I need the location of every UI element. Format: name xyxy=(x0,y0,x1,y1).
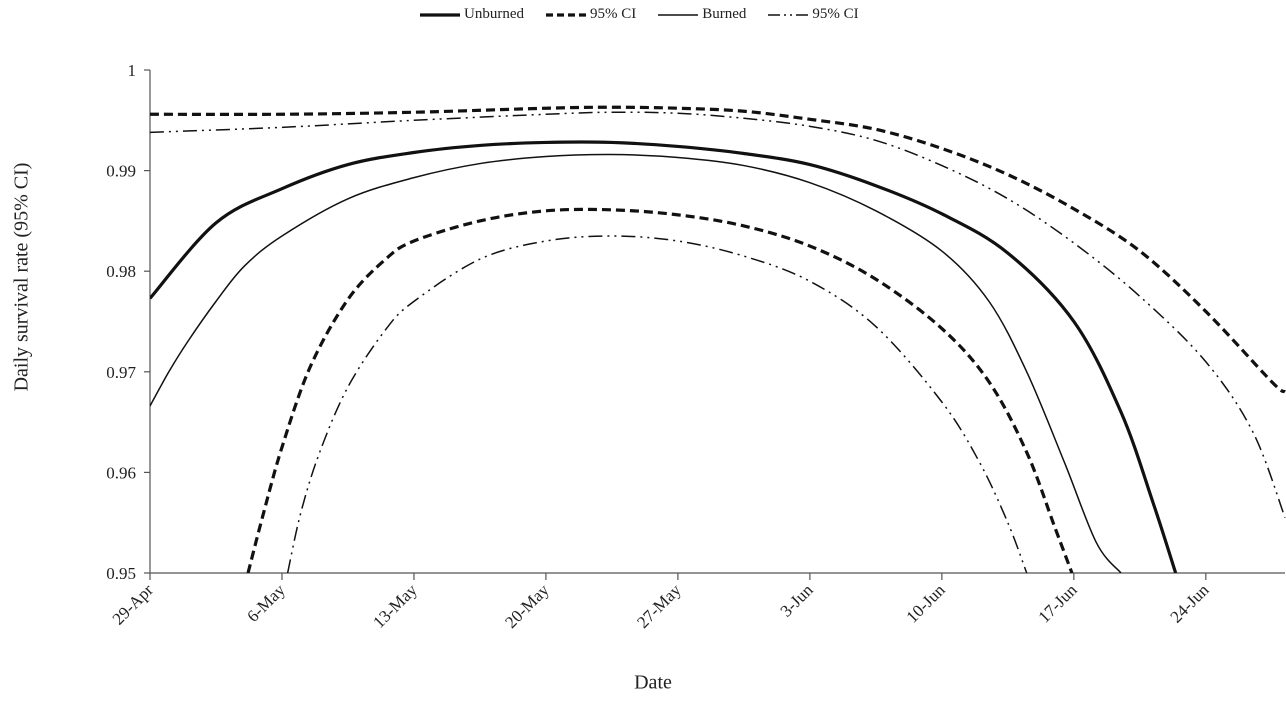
series-line-thick-dashed-1 xyxy=(150,105,1286,394)
legend-item-unburned: Unburned xyxy=(420,6,524,23)
y-tick-label: 0.95 xyxy=(106,564,136,583)
legend-item-ci-burned: 95% CI xyxy=(768,6,859,23)
y-axis-title: Daily survival rate (95% CI) xyxy=(10,162,33,392)
legend-label: 95% CI xyxy=(590,6,637,22)
x-tick-label: 10-Jun xyxy=(903,580,950,627)
x-tick-label: 27-May xyxy=(633,580,685,632)
x-axis-ticks: 29-Apr 6-May 13-May 20-May 27-May 3-Jun 10-Jun… xyxy=(109,573,1213,632)
series-line-thin-dashdot-4 xyxy=(150,111,1286,518)
x-tick-label: 3-Jun xyxy=(777,580,818,621)
legend: Unburned 95% CI Burned 95% CI xyxy=(420,6,881,23)
x-tick-label: 17-Jun xyxy=(1035,580,1082,627)
series-line-thick-dashed-2 xyxy=(246,207,1074,573)
series-line-thick-solid-0 xyxy=(150,140,1178,573)
y-tick-label: 0.96 xyxy=(106,463,136,482)
legend-swatch-thick-dashed xyxy=(546,12,586,17)
x-tick-label: 24-Jun xyxy=(1166,580,1213,627)
legend-swatch-thin-solid xyxy=(658,13,699,16)
legend-label: 95% CI xyxy=(812,6,859,22)
legend-item-ci-unburned: 95% CI xyxy=(546,6,636,23)
y-tick-label: 1 xyxy=(128,61,137,80)
y-axis-ticks: 0.95 0.96 0.97 0.98 0.99 1 xyxy=(106,61,150,583)
x-tick-label: 29-Apr xyxy=(109,580,157,628)
legend-swatch-thick-solid xyxy=(420,12,460,17)
series-line-thin-solid-3 xyxy=(150,153,1122,573)
x-axis-title: Date xyxy=(634,671,672,694)
x-tick-label: 6-May xyxy=(243,580,289,626)
legend-label: Unburned xyxy=(464,6,524,22)
x-tick-label: 20-May xyxy=(501,580,553,632)
x-tick-label: 13-May xyxy=(369,580,421,632)
legend-swatch-thin-dashdot xyxy=(768,13,809,16)
axes xyxy=(149,70,1285,574)
y-tick-label: 0.97 xyxy=(106,363,136,382)
y-tick-label: 0.98 xyxy=(106,262,136,281)
series-line-thin-dashdot-5 xyxy=(286,235,1028,573)
series-lines xyxy=(150,105,1286,573)
legend-item-burned: Burned xyxy=(658,6,746,23)
y-tick-label: 0.99 xyxy=(106,162,136,181)
legend-label: Burned xyxy=(702,6,747,22)
